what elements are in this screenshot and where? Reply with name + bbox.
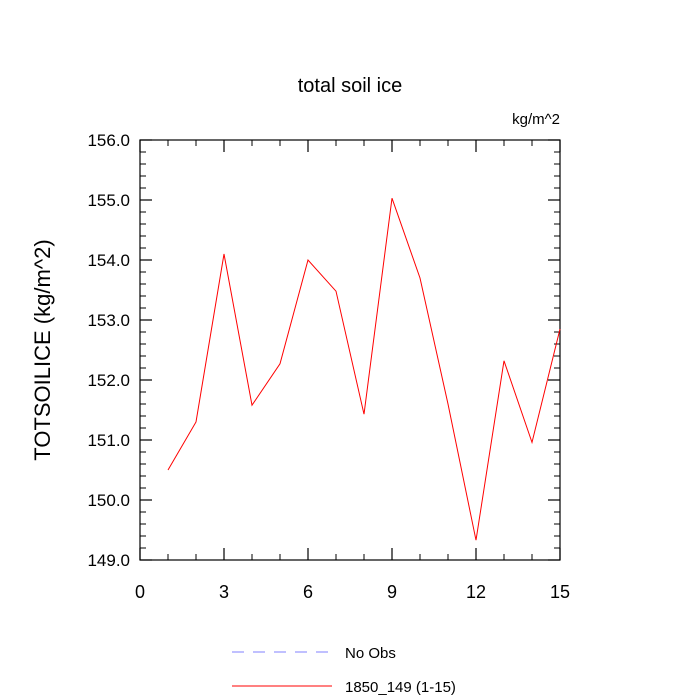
legend-label: No Obs (345, 645, 396, 662)
y-tick-label: 151.0 (87, 431, 130, 450)
y-axis-label: TOTSOILICE (kg/m^2) (30, 239, 55, 460)
x-tick-label: 12 (466, 582, 486, 602)
legend: No Obs 1850_149 (1-15) (232, 645, 456, 696)
x-tick-label: 6 (303, 582, 313, 602)
chart-title: total soil ice (298, 75, 403, 97)
series-line (167, 198, 561, 541)
axis-ticks (139, 139, 561, 561)
y-tick-label: 154.0 (87, 251, 130, 270)
units-label: kg/m^2 (512, 111, 560, 128)
y-tick-label: 155.0 (87, 191, 130, 210)
tick-labels: 0 3 6 9 12 15 149.0 150.0 151.0 152.0 153.0 154.0 15… (87, 131, 570, 602)
y-tick-label: 152.0 (87, 371, 130, 390)
x-tick-label: 15 (550, 582, 570, 602)
x-tick-label: 0 (135, 582, 145, 602)
legend-label: 1850_149 (1-15) (345, 679, 456, 696)
x-tick-label: 9 (387, 582, 397, 602)
y-tick-label: 153.0 (87, 311, 130, 330)
plot-frame (139, 139, 561, 561)
y-tick-label: 149.0 (87, 551, 130, 570)
series-lines (167, 198, 561, 541)
y-tick-label: 156.0 (87, 131, 130, 150)
y-tick-label: 150.0 (87, 491, 130, 510)
x-tick-label: 3 (219, 582, 229, 602)
